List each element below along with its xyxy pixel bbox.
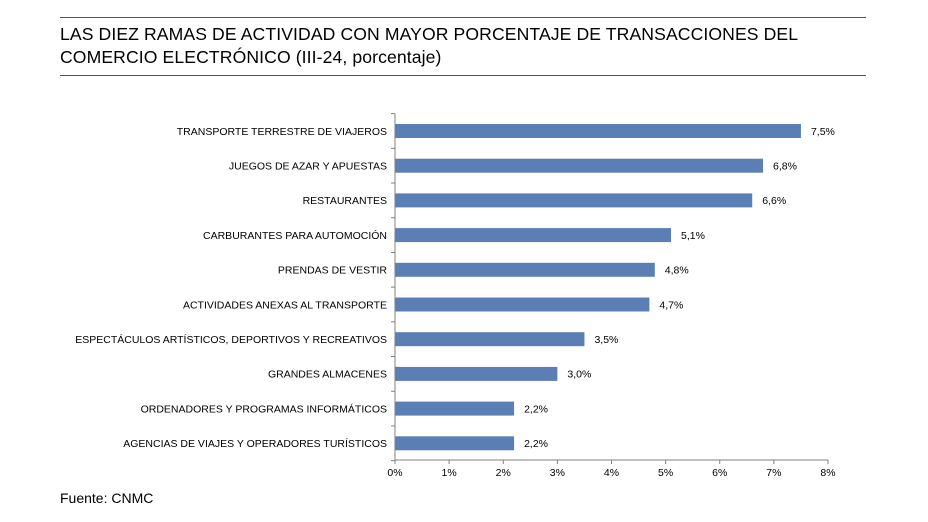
chart-title: LAS DIEZ RAMAS DE ACTIVIDAD CON MAYOR PO… — [60, 23, 870, 69]
category-label: ESPECTÁCULOS ARTÍSTICOS, DEPORTIVOS Y RE… — [75, 333, 387, 346]
x-tick-label: 2% — [496, 467, 511, 479]
data-label: 7,5% — [811, 126, 835, 138]
data-label: 2,2% — [524, 403, 548, 415]
data-label: 3,5% — [594, 334, 618, 346]
bar — [395, 401, 515, 416]
x-tick-label: 6% — [712, 467, 727, 479]
data-label: 4,7% — [659, 299, 683, 311]
x-tick-label: 5% — [658, 467, 673, 479]
x-tick-label: 4% — [604, 467, 619, 479]
data-label: 2,2% — [524, 438, 548, 450]
bar — [395, 436, 515, 451]
x-tick-label: 1% — [442, 467, 457, 479]
x-tick-label: 3% — [550, 467, 565, 479]
category-label: AGENCIAS DE VIAJES Y OPERADORES TURÍSTIC… — [123, 437, 387, 450]
data-label: 4,8% — [665, 265, 689, 277]
bar — [395, 262, 655, 277]
category-label: JUEGOS DE AZAR Y APUESTAS — [229, 161, 387, 173]
bar — [395, 332, 585, 347]
data-label: 3,0% — [567, 369, 591, 381]
category-label: GRANDES ALMACENES — [268, 369, 387, 381]
category-label: TRANSPORTE TERRESTRE DE VIAJEROS — [177, 126, 387, 138]
bar — [395, 193, 753, 208]
bar — [395, 228, 672, 243]
title-bottom-rule — [60, 75, 866, 76]
x-tick-label: 0% — [387, 467, 402, 479]
category-label: CARBURANTES PARA AUTOMOCIÓN — [203, 229, 387, 242]
category-label: PRENDAS DE VESTIR — [278, 265, 388, 277]
bar — [395, 158, 764, 173]
chart-title-line-1: LAS DIEZ RAMAS DE ACTIVIDAD CON MAYOR PO… — [60, 24, 799, 44]
category-label: RESTAURANTES — [303, 195, 387, 207]
title-top-rule — [60, 17, 866, 18]
x-tick-label: 7% — [766, 467, 781, 479]
data-label: 6,8% — [773, 161, 797, 173]
chart-title-line-2: COMERCIO ELECTRÓNICO (III-24, porcentaje… — [60, 47, 442, 67]
bar — [395, 124, 801, 138]
category-label: ORDENADORES Y PROGRAMAS INFORMÁTICOS — [141, 402, 387, 415]
x-tick-label: 8% — [820, 467, 835, 479]
category-label: ACTIVIDADES ANEXAS AL TRANSPORTE — [183, 299, 387, 311]
bar — [395, 297, 650, 312]
data-label: 5,1% — [681, 230, 705, 242]
source-note: Fuente: CNMC — [60, 490, 154, 506]
data-label: 6,6% — [762, 195, 786, 207]
bar — [395, 366, 558, 381]
